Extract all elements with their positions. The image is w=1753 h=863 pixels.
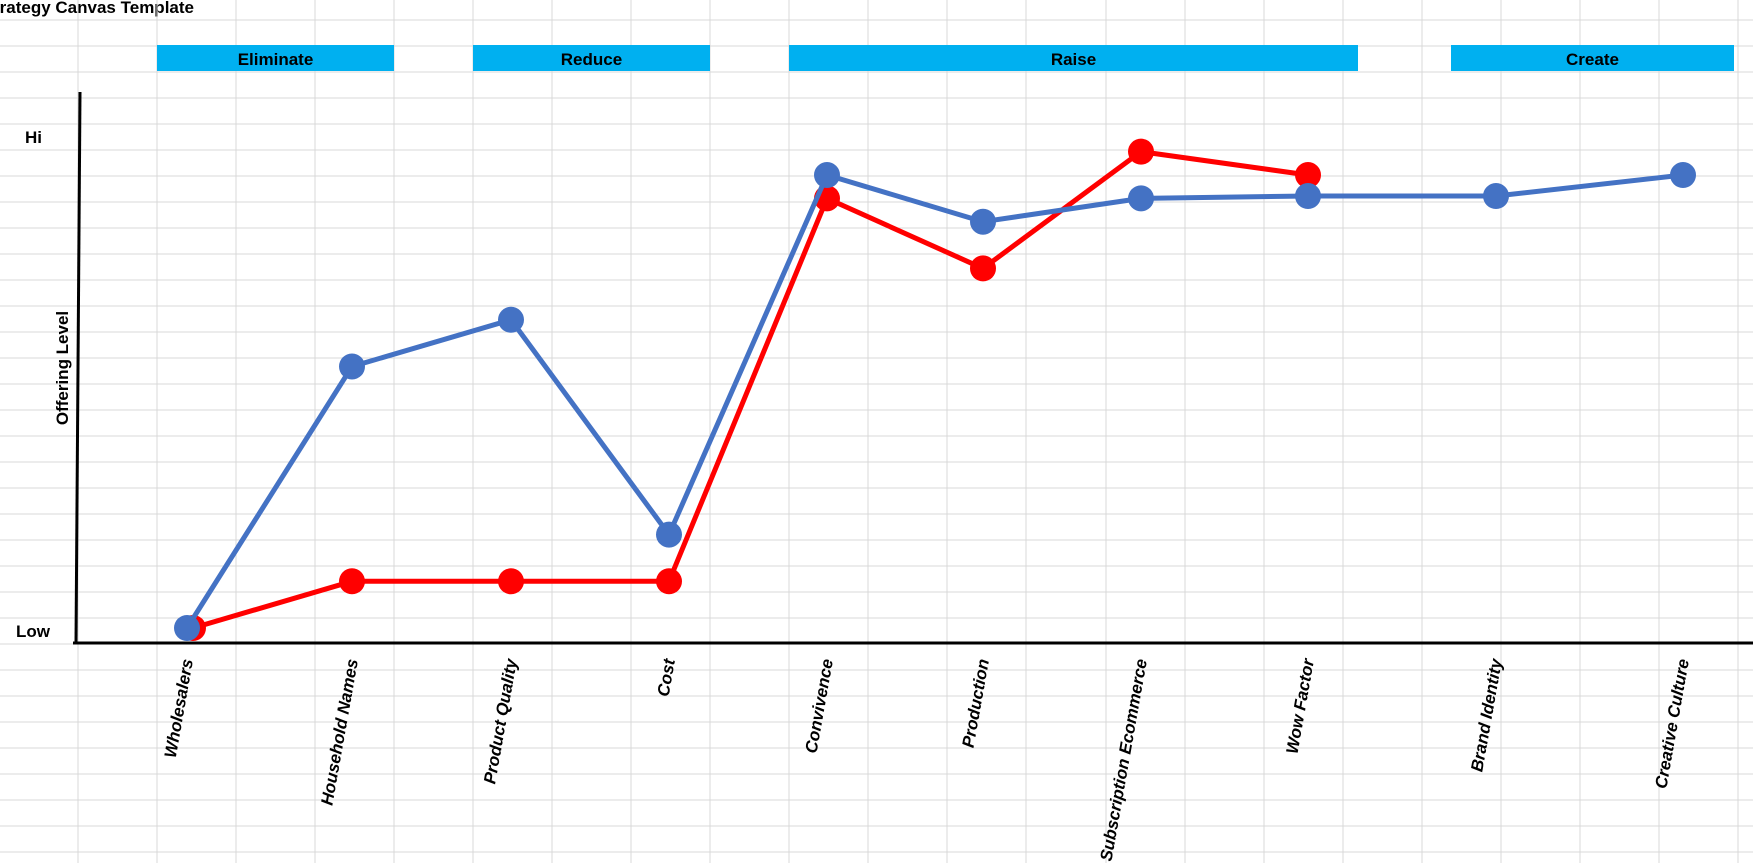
x-category-label: Household Names — [317, 657, 361, 806]
y-axis-line — [74, 91, 82, 644]
x-category-label: Production — [959, 657, 993, 749]
data-point — [656, 521, 682, 548]
header-label: Create — [1566, 50, 1619, 69]
header-reduce: Reduce — [473, 45, 710, 71]
data-point — [339, 353, 365, 380]
header-label: Reduce — [561, 50, 622, 69]
header-raise: Raise — [789, 45, 1358, 71]
y-tick-label-low: Low — [16, 622, 51, 641]
x-category-label: Product Quality — [480, 656, 521, 785]
x-category-label: Creative Culture — [1651, 657, 1693, 790]
data-point — [1295, 183, 1321, 210]
data-point — [498, 568, 524, 595]
x-category-label: Wholesalers — [161, 657, 197, 759]
x-category-label: Convivence — [802, 657, 837, 754]
data-point — [814, 162, 840, 189]
data-point — [1670, 162, 1696, 189]
series-line — [192, 149, 1309, 631]
data-point — [174, 615, 200, 641]
header-create: Create — [1451, 45, 1734, 71]
header-eliminate: Eliminate — [157, 45, 394, 71]
header-band — [1451, 45, 1734, 71]
header-band — [157, 45, 394, 71]
data-point — [1128, 185, 1154, 212]
series-blue — [174, 162, 1696, 641]
series-line — [184, 172, 1684, 630]
data-point — [498, 306, 524, 333]
x-category-label: Cost — [654, 656, 680, 698]
data-point — [1483, 183, 1509, 210]
data-point — [656, 568, 682, 595]
data-point — [1128, 138, 1154, 165]
data-point — [339, 568, 365, 595]
x-category-label: Brand Identity — [1467, 656, 1506, 773]
header-band — [789, 45, 1358, 71]
header-label: Eliminate — [238, 50, 314, 69]
page-title: trategy Canvas Template — [0, 0, 194, 17]
header-band — [473, 45, 710, 71]
data-point — [970, 208, 996, 235]
x-category-label: Subscription Ecommerce — [1097, 657, 1151, 862]
data-point — [970, 255, 996, 282]
header-label: Raise — [1051, 50, 1096, 69]
x-category-label: Wow Factor — [1283, 656, 1319, 755]
y-axis-title: Offering Level — [53, 311, 72, 425]
series-red — [180, 138, 1321, 641]
data-point — [1295, 162, 1321, 189]
y-tick-label-hi: Hi — [25, 128, 42, 147]
